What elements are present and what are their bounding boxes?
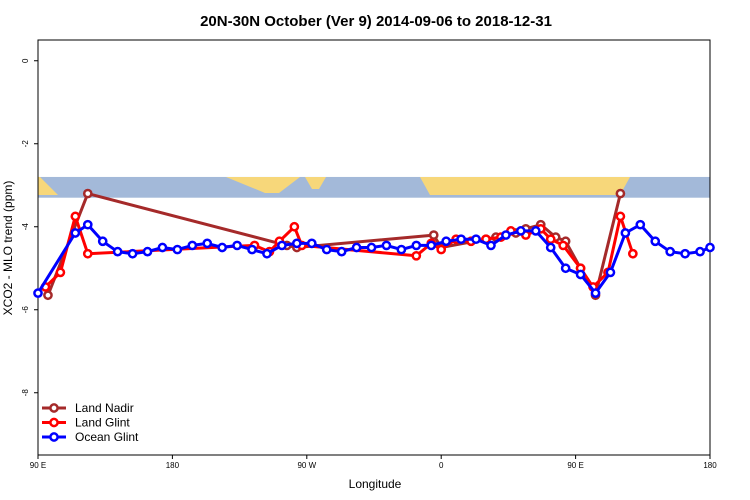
data-point: [202, 238, 213, 249]
data-point: [620, 228, 631, 238]
data-point: [635, 219, 646, 230]
data-point: [605, 267, 616, 278]
data-point: [471, 234, 481, 245]
x-tick-label: 90 W: [297, 461, 316, 470]
data-point: [82, 248, 93, 259]
x-tick-label: 0: [439, 461, 444, 470]
data-point: [127, 248, 138, 259]
data-point: [436, 244, 447, 255]
data-point: [321, 244, 332, 255]
data-point: [501, 230, 511, 240]
legend-marker: [49, 403, 59, 413]
land-shape: [420, 176, 630, 195]
data-point: [486, 240, 496, 251]
x-tick-label: 90 E: [30, 461, 46, 470]
data-point: [428, 230, 439, 240]
data-point: [277, 240, 287, 251]
data-point: [82, 188, 93, 199]
series-layer: [33, 188, 715, 301]
x-tick-label: 90 E: [567, 461, 583, 470]
legend-marker: [49, 417, 59, 428]
data-point: [575, 269, 586, 280]
data-point: [615, 211, 626, 222]
chart-title: 20N-30N October (Ver 9) 2014-09-06 to 20…: [200, 13, 552, 30]
legend-label: Ocean Glint: [75, 430, 139, 444]
data-point: [530, 226, 541, 236]
data-point: [187, 240, 198, 251]
data-point: [97, 236, 108, 247]
data-point: [172, 244, 183, 255]
data-point: [217, 242, 228, 253]
data-point: [70, 228, 81, 238]
data-point: [306, 238, 317, 249]
data-point: [291, 238, 302, 249]
data-point: [615, 188, 626, 199]
data-point: [55, 267, 66, 278]
legend-label: Land Nadir: [75, 401, 134, 415]
land-shape: [510, 176, 526, 185]
land-shape: [305, 176, 326, 189]
data-point: [590, 288, 601, 298]
data-point: [336, 246, 347, 257]
land-shape: [38, 176, 58, 195]
data-point: [82, 219, 93, 230]
y-axis: 0 -2 -4 -6 -8: [21, 58, 38, 396]
data-point: [351, 242, 362, 253]
data-point: [650, 236, 661, 247]
data-point: [515, 226, 526, 236]
data-point: [456, 234, 466, 245]
data-point: [262, 248, 272, 259]
series-line: [46, 192, 622, 297]
data-point: [112, 246, 123, 257]
series-ocean-glint: [33, 219, 715, 298]
data-point: [142, 246, 153, 257]
x-axis-label: Longitude: [349, 477, 402, 491]
x-tick-label: 180: [703, 461, 717, 470]
data-point: [545, 242, 556, 253]
legend-marker: [49, 432, 59, 442]
data-point: [247, 244, 257, 255]
data-point: [545, 234, 556, 245]
data-point: [289, 221, 300, 232]
data-point: [396, 244, 407, 255]
data-point: [426, 240, 437, 251]
land-shape: [226, 176, 300, 193]
data-point: [232, 240, 242, 251]
data-point: [627, 248, 638, 259]
data-point: [70, 211, 81, 222]
y-axis-label: XCO2 - MLO trend (ppm): [1, 181, 15, 316]
data-point: [157, 242, 168, 253]
data-point: [558, 240, 569, 251]
data-point: [665, 246, 676, 257]
data-point: [680, 248, 690, 259]
data-point: [695, 246, 705, 257]
y-tick-label: -6: [21, 306, 30, 314]
y-tick-label: -8: [21, 389, 30, 397]
world-map-band: [38, 176, 710, 198]
data-point: [441, 236, 452, 247]
y-tick-label: -2: [21, 140, 30, 148]
data-point: [381, 240, 392, 251]
data-point: [43, 290, 53, 301]
data-point: [33, 288, 43, 298]
data-point: [411, 250, 422, 261]
data-point: [560, 263, 571, 274]
x-tick-label: 180: [166, 461, 180, 470]
y-tick-label: 0: [21, 58, 30, 63]
series-land-nadir: [43, 188, 626, 301]
legend-label: Land Glint: [75, 416, 130, 430]
y-tick-label: -4: [21, 223, 30, 231]
data-point: [411, 240, 422, 251]
x-axis: 90 E 180 90 W 0 90 E 180: [30, 455, 717, 470]
data-point: [705, 242, 715, 253]
data-point: [366, 242, 377, 253]
